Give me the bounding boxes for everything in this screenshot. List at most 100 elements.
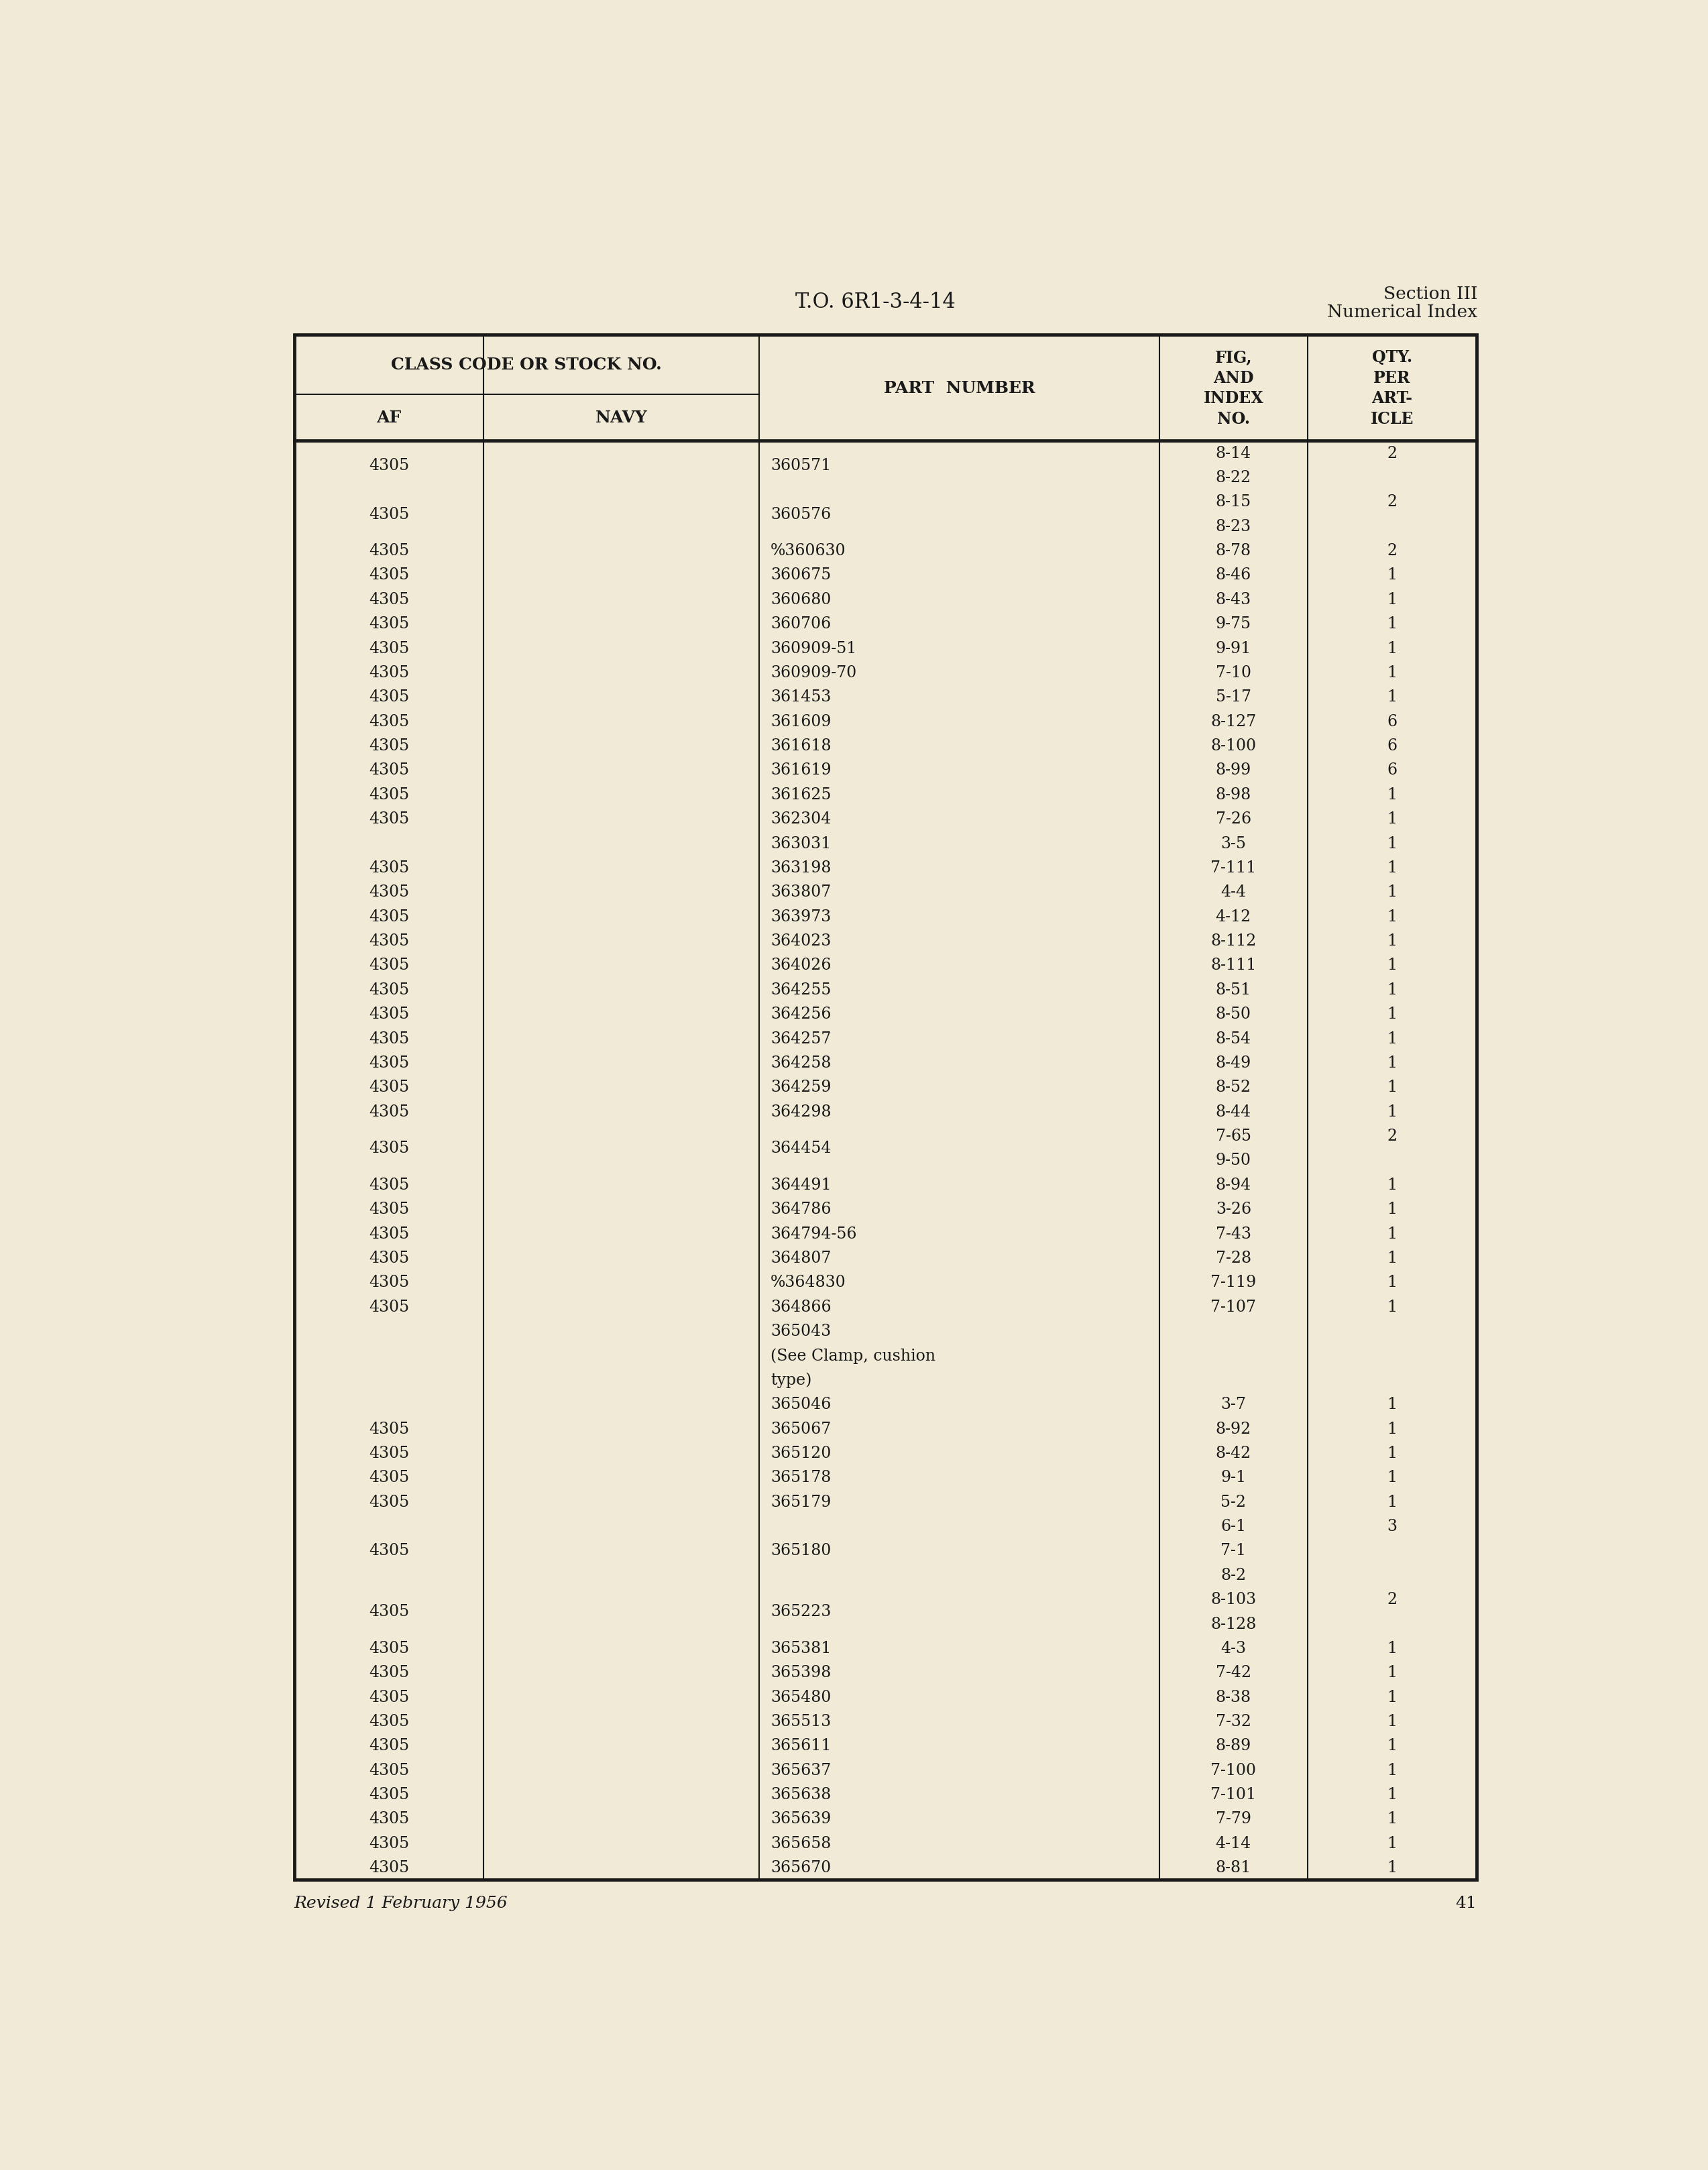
Text: 4305: 4305	[369, 1055, 408, 1070]
Text: CLASS CODE OR STOCK NO.: CLASS CODE OR STOCK NO.	[391, 356, 663, 373]
Text: 1: 1	[1387, 1176, 1397, 1194]
Text: 1: 1	[1387, 1055, 1397, 1070]
Text: 4305: 4305	[369, 1226, 408, 1241]
Text: 364256: 364256	[770, 1007, 832, 1022]
Text: 4305: 4305	[369, 1445, 408, 1460]
Text: 363031: 363031	[770, 835, 832, 851]
Text: 7-107: 7-107	[1211, 1300, 1255, 1315]
Text: 4305: 4305	[369, 1762, 408, 1777]
Text: 7-32: 7-32	[1216, 1714, 1252, 1729]
Text: 1: 1	[1387, 1860, 1397, 1875]
Text: 4305: 4305	[369, 1664, 408, 1680]
Text: 365638: 365638	[770, 1786, 832, 1801]
Text: 364491: 364491	[770, 1176, 832, 1194]
Text: 1: 1	[1387, 788, 1397, 803]
Text: 4305: 4305	[369, 1469, 408, 1484]
Text: 364023: 364023	[770, 933, 832, 948]
Text: Section III: Section III	[1383, 286, 1477, 302]
Text: 4305: 4305	[369, 1250, 408, 1265]
Text: 1: 1	[1387, 983, 1397, 998]
Text: 4305: 4305	[369, 762, 408, 779]
Text: 3: 3	[1387, 1519, 1397, 1534]
Text: 360571: 360571	[770, 458, 832, 473]
Text: 364794-56: 364794-56	[770, 1226, 857, 1241]
Text: 4305: 4305	[369, 1141, 408, 1157]
Text: 365480: 365480	[770, 1688, 832, 1703]
Text: 361453: 361453	[770, 690, 832, 705]
Text: 8-89: 8-89	[1216, 1738, 1252, 1753]
Text: 7-65: 7-65	[1216, 1128, 1252, 1144]
Text: 1: 1	[1387, 592, 1397, 608]
Text: 4305: 4305	[369, 569, 408, 584]
Text: 8-103: 8-103	[1211, 1591, 1257, 1608]
Text: 7-28: 7-28	[1216, 1250, 1252, 1265]
Text: 4305: 4305	[369, 714, 408, 729]
Text: 8-100: 8-100	[1211, 738, 1257, 753]
Text: 4305: 4305	[369, 1274, 408, 1289]
Text: 4305: 4305	[369, 542, 408, 558]
Text: 8-111: 8-111	[1211, 957, 1257, 972]
Text: %364830: %364830	[770, 1274, 845, 1289]
Text: 8-94: 8-94	[1216, 1176, 1252, 1194]
Text: 7-1: 7-1	[1221, 1543, 1247, 1558]
Text: 360576: 360576	[770, 506, 832, 523]
Text: 360909-51: 360909-51	[770, 640, 857, 655]
Text: 360675: 360675	[770, 569, 832, 584]
Text: 4305: 4305	[369, 640, 408, 655]
Text: 7-42: 7-42	[1216, 1664, 1252, 1680]
Text: 7-43: 7-43	[1216, 1226, 1252, 1241]
Text: 1: 1	[1387, 1688, 1397, 1703]
Text: 362304: 362304	[770, 812, 832, 827]
Text: 1: 1	[1387, 1105, 1397, 1120]
Text: 8-98: 8-98	[1216, 788, 1252, 803]
Text: 1: 1	[1387, 812, 1397, 827]
Text: 1: 1	[1387, 664, 1397, 681]
Text: 361609: 361609	[770, 714, 832, 729]
Text: 1: 1	[1387, 1250, 1397, 1265]
Text: 365398: 365398	[770, 1664, 832, 1680]
Text: 8-44: 8-44	[1216, 1105, 1252, 1120]
Text: 1: 1	[1387, 569, 1397, 584]
Text: 364257: 364257	[770, 1031, 832, 1046]
Text: 4305: 4305	[369, 1812, 408, 1827]
Text: 7-26: 7-26	[1216, 812, 1252, 827]
Text: 1: 1	[1387, 1274, 1397, 1289]
Text: 361619: 361619	[770, 762, 832, 779]
Text: 9-75: 9-75	[1216, 616, 1252, 631]
Text: 365180: 365180	[770, 1543, 832, 1558]
Text: 7-79: 7-79	[1216, 1812, 1252, 1827]
Text: 9-1: 9-1	[1221, 1469, 1247, 1484]
Text: 3-7: 3-7	[1221, 1397, 1247, 1413]
Text: 365179: 365179	[770, 1493, 832, 1510]
Text: 1: 1	[1387, 1007, 1397, 1022]
Text: 7-119: 7-119	[1211, 1274, 1257, 1289]
Text: 1: 1	[1387, 1202, 1397, 1217]
Text: 8-42: 8-42	[1216, 1445, 1252, 1460]
Text: 1: 1	[1387, 835, 1397, 851]
Text: 364255: 364255	[770, 983, 832, 998]
Text: 4305: 4305	[369, 592, 408, 608]
Text: 8-38: 8-38	[1216, 1688, 1252, 1703]
Text: 4305: 4305	[369, 957, 408, 972]
Text: 8-51: 8-51	[1216, 983, 1252, 998]
Text: 4305: 4305	[369, 1604, 408, 1619]
Text: 4305: 4305	[369, 738, 408, 753]
Text: 1: 1	[1387, 690, 1397, 705]
Text: 8-127: 8-127	[1211, 714, 1257, 729]
Text: 363807: 363807	[770, 885, 832, 901]
Text: 363198: 363198	[770, 859, 832, 875]
Text: 1: 1	[1387, 1493, 1397, 1510]
Text: Numerical Index: Numerical Index	[1327, 304, 1477, 321]
Text: (See Clamp, cushion: (See Clamp, cushion	[770, 1348, 936, 1363]
Text: 365381: 365381	[770, 1641, 832, 1656]
Text: 1: 1	[1387, 1714, 1397, 1729]
Text: 1: 1	[1387, 885, 1397, 901]
Text: T.O. 6R1-3-4-14: T.O. 6R1-3-4-14	[796, 291, 955, 312]
Text: 365658: 365658	[770, 1836, 832, 1851]
Text: 364259: 364259	[770, 1078, 832, 1096]
Text: 1: 1	[1387, 1226, 1397, 1241]
Text: 4305: 4305	[369, 458, 408, 473]
Text: 4305: 4305	[369, 1078, 408, 1096]
Text: 1: 1	[1387, 1421, 1397, 1437]
Text: 8-99: 8-99	[1216, 762, 1252, 779]
